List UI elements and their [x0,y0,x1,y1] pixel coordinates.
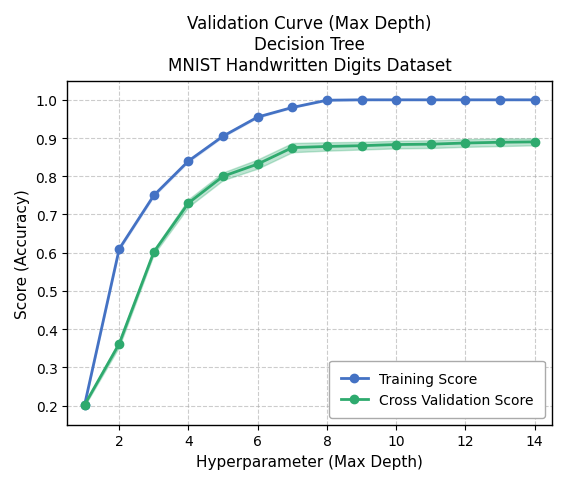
Training Score [428,98,434,104]
X-axis label: Hyperparameter (Max Depth): Hyperparameter (Max Depth) [196,454,423,469]
Training Score [185,159,192,165]
Y-axis label: Score (Accuracy): Score (Accuracy) [15,188,30,318]
Training Score [116,246,122,252]
Cross Validation Score [497,140,503,146]
Training Score [497,98,503,104]
Cross Validation Score [393,142,400,148]
Training Score [255,115,261,121]
Cross Validation Score [255,162,261,167]
Cross Validation Score [185,201,192,207]
Training Score [358,98,365,104]
Cross Validation Score [324,144,331,150]
Cross Validation Score [81,402,88,408]
Cross Validation Score [428,142,434,148]
Cross Validation Score [219,174,226,180]
Line: Training Score: Training Score [81,96,539,409]
Cross Validation Score [531,140,538,146]
Training Score [324,98,331,104]
Cross Validation Score [116,341,122,347]
Training Score [462,98,469,104]
Legend: Training Score, Cross Validation Score: Training Score, Cross Validation Score [329,361,545,418]
Training Score [150,193,157,199]
Training Score [393,98,400,104]
Title: Validation Curve (Max Depth)
Decision Tree
MNIST Handwritten Digits Dataset: Validation Curve (Max Depth) Decision Tr… [168,15,451,75]
Training Score [531,98,538,104]
Cross Validation Score [289,145,296,151]
Training Score [219,134,226,140]
Cross Validation Score [150,250,157,256]
Training Score [289,106,296,111]
Cross Validation Score [462,141,469,147]
Line: Cross Validation Score: Cross Validation Score [81,138,539,409]
Cross Validation Score [358,143,365,149]
Training Score [81,402,88,408]
